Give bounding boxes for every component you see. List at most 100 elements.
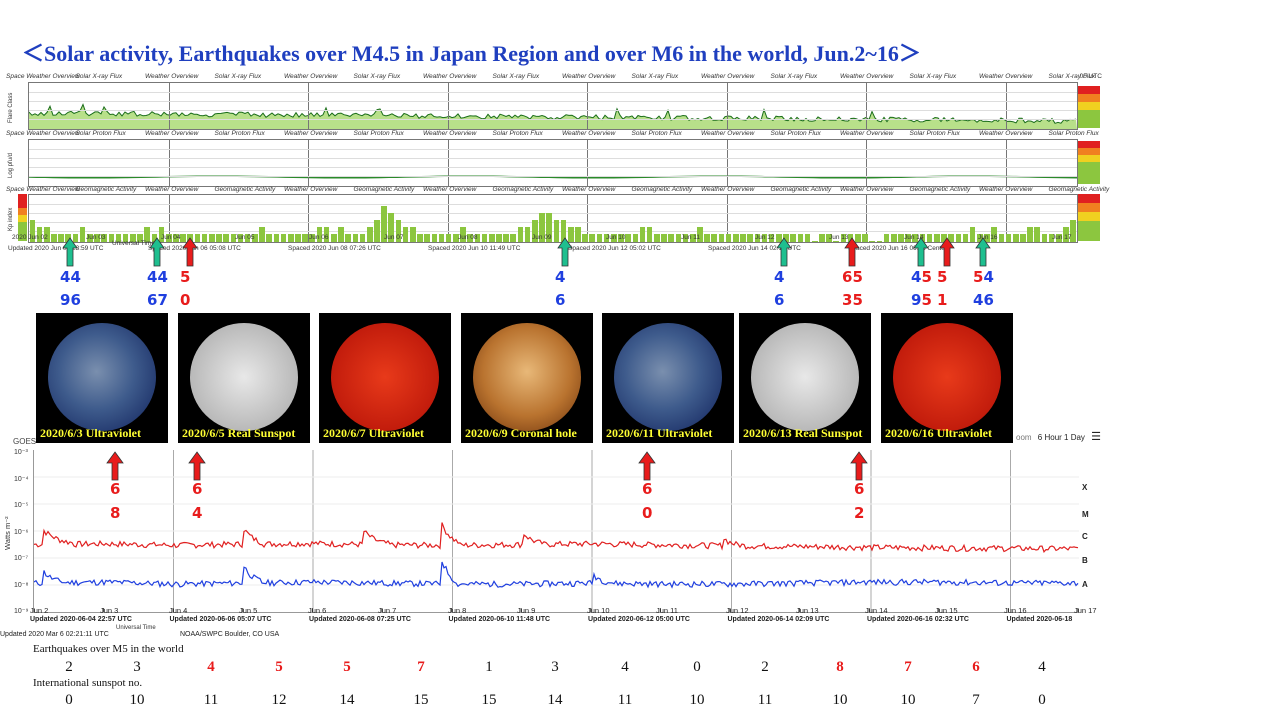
- world-quake-magnitude: 6: [110, 480, 121, 498]
- sun-disk: [331, 323, 439, 431]
- kp-bar: [697, 227, 703, 242]
- panel-header-label: Solar Proton Flux: [1048, 130, 1099, 137]
- kp-bar: [130, 234, 136, 242]
- digit: 6: [774, 291, 785, 309]
- panel-header-label: Geomagnetic Activity: [214, 186, 276, 193]
- menu-icon[interactable]: ☰: [1091, 431, 1102, 443]
- kp-updated-label: Spaced 2020 Jun 12 05:02 UTC: [568, 245, 661, 252]
- kp-bar: [603, 234, 610, 242]
- kp-bar: [589, 234, 596, 242]
- arrow-shape: [106, 451, 124, 481]
- sun-image: 2020/6/3 Ultraviolet: [36, 313, 168, 443]
- page-title: ＜Solar activity, Earthquakes over M4.5 i…: [22, 41, 921, 66]
- panel-header-label: Weather Overview: [284, 130, 338, 137]
- kp-bar: [302, 234, 308, 242]
- goes-updated-label: Updated 2020-06-08 07:25 UTC: [309, 616, 411, 623]
- sunspot-number: 12: [271, 692, 287, 708]
- kp-bar: [216, 234, 222, 242]
- zoom-controls[interactable]: oom 6 Hour 1 Day ☰: [1016, 430, 1101, 443]
- panel-header-label: Geomagnetic Activity: [770, 186, 832, 193]
- sunspot-number: 0: [1038, 692, 1046, 708]
- digit: 6: [983, 291, 994, 309]
- kp-updated-label: Spaced 2020 Jun 14 02:10 UTC: [708, 245, 801, 252]
- kp-bar: [977, 234, 983, 242]
- sunspot-number: 10: [832, 692, 848, 708]
- panel-header: Space Weather Overview Solar X-ray Flux We…: [6, 73, 1102, 82]
- arrow-shape: [149, 237, 165, 267]
- panel-day-divider: [168, 195, 170, 242]
- world-quake-count: 7: [417, 659, 425, 675]
- sunspot-number: 10: [689, 692, 705, 708]
- digit: 9: [911, 291, 922, 309]
- proton-ylabel: Log pfu/d: [8, 152, 14, 178]
- quake-magnitude: 54: [973, 268, 994, 286]
- panel-gridline: [29, 92, 1077, 93]
- sunspot-number: 11: [203, 692, 219, 708]
- digit: 3: [842, 291, 853, 309]
- digit: 6: [842, 268, 853, 286]
- panel-header-label: Solar X-ray Flux: [631, 73, 679, 80]
- quake-magnitude: 44: [60, 268, 81, 286]
- sun-disk: [893, 323, 1001, 431]
- kp-bar: [984, 234, 990, 242]
- kp-bar: [137, 234, 143, 242]
- world-quake-count: 4: [207, 659, 215, 675]
- digit: 4: [555, 268, 566, 286]
- goes-x-tick: Jun 4: [169, 606, 188, 615]
- panel-header-label: Weather Overview: [979, 73, 1033, 80]
- red-up-arrow: [182, 237, 198, 267]
- kp-x-tick: Jun 13: [829, 234, 849, 241]
- panel-header-label: Solar X-ray Flux: [214, 73, 262, 80]
- kp-x-tick: Jun 11: [681, 234, 701, 241]
- kp-x-tick: 2020 Jun 02: [12, 234, 48, 241]
- panel-header-label: Solar X-ray Flux: [1048, 73, 1096, 80]
- kp-bar: [876, 241, 883, 242]
- digit: 5: [852, 291, 863, 309]
- kp-bar: [29, 220, 36, 242]
- kp-updated-label: Spaced 2020 Jun 08 07:26 UTC: [288, 245, 381, 252]
- kp-bar: [668, 234, 674, 242]
- kp-bar: [862, 234, 868, 242]
- kp-universal-time: Universal Time: [112, 240, 155, 247]
- kp-bar: [503, 234, 509, 242]
- world-quake-decimal: 8: [110, 504, 121, 522]
- kp-bar: [366, 227, 373, 242]
- panel-day-divider: [447, 195, 449, 242]
- kp-x-tick: Jun 17: [1052, 234, 1072, 241]
- space-weather-panels: Space Weather Overview Solar X-ray Flux We…: [6, 73, 1109, 259]
- kp-bar: [948, 234, 954, 242]
- panel-day-divider: [168, 83, 170, 129]
- sunspot-row-label: International sunspot no.: [33, 677, 143, 689]
- panel-header-label: Weather Overview: [701, 186, 755, 193]
- flare-class-label: M: [1082, 510, 1089, 519]
- panel-header-label: Solar Proton Flux: [492, 130, 543, 137]
- kp-bar: [309, 234, 316, 242]
- kp-bar: [675, 234, 682, 242]
- panel-day-divider: [1005, 83, 1007, 129]
- kp-bar: [905, 234, 911, 242]
- kp-bar: [295, 234, 301, 242]
- zoom-options[interactable]: 6 Hour 1 Day: [1037, 433, 1085, 442]
- flare-class-label: C: [1082, 532, 1088, 541]
- panel-gridline: [29, 213, 1077, 214]
- kp-bar: [209, 234, 215, 242]
- kp-bar: [776, 234, 782, 242]
- kp-bar: [991, 227, 998, 242]
- goes-y-tick: 10⁻⁸: [14, 581, 29, 589]
- kp-bar: [826, 234, 832, 242]
- kp-bar: [912, 234, 919, 242]
- panel-header-label: Solar Proton Flux: [909, 130, 960, 137]
- kp-bar: [108, 234, 115, 242]
- goes-y-tick: 10⁻³: [14, 449, 28, 456]
- goes-y-tick: 10⁻⁴: [14, 475, 29, 483]
- digit: 5: [180, 268, 191, 286]
- kp-bar: [790, 234, 797, 242]
- panel-day-divider: [866, 140, 867, 186]
- sun-caption: 2020/6/11 Ultraviolet: [606, 426, 713, 440]
- kp-bar: [833, 241, 840, 242]
- sun-image: 2020/6/9 Coronal hole: [461, 313, 593, 443]
- goes-updated-label: Updated 2020-06-06 05:07 UTC: [169, 616, 272, 623]
- world-quake-count: 4: [1038, 659, 1046, 675]
- green-up-arrow: [776, 237, 792, 267]
- kp-bar: [338, 227, 344, 242]
